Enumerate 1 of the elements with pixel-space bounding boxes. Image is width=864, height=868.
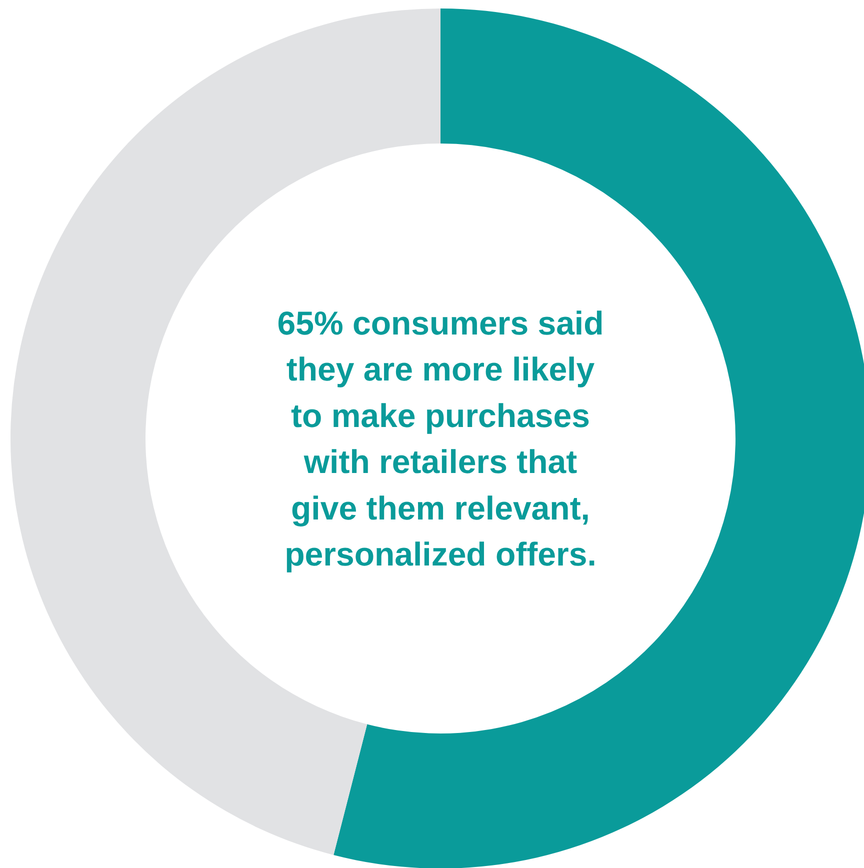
text: 65% consumers said they are more likely to make purchases with retailers that give them relevant, personalized offers. (277, 304, 604, 573)
